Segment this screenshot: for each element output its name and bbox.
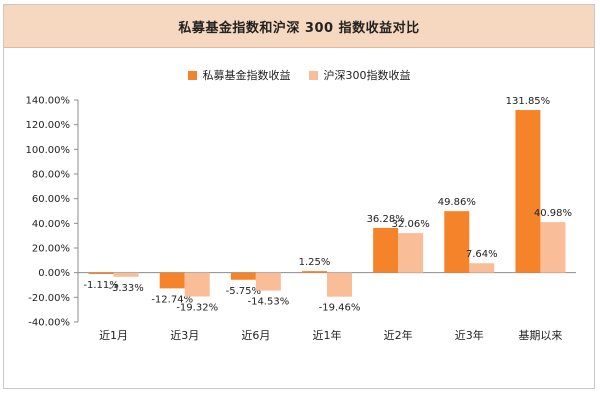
bar-hs300 <box>255 272 281 291</box>
y-tick-label: -40.00% <box>28 318 70 329</box>
bar-private-fund <box>230 272 256 280</box>
data-label: -5.75% <box>226 286 261 297</box>
bar-hs300 <box>184 272 210 297</box>
category-label: 近1年 <box>313 328 342 342</box>
legend-swatch-private-fund <box>187 70 197 80</box>
data-label: 32.06% <box>392 219 430 230</box>
data-label: 36.28% <box>367 214 405 225</box>
y-tick-label: 80.00% <box>32 170 70 181</box>
bar-private-fund <box>302 271 327 273</box>
data-label: -19.46% <box>319 303 361 314</box>
bar-hs300 <box>469 263 495 273</box>
data-label: -3.33% <box>108 283 143 294</box>
chart-title: 私募基金指数和沪深 300 指数收益对比 <box>178 20 420 36</box>
bar-private-fund <box>515 110 541 273</box>
category-label: 近3年 <box>455 328 484 342</box>
category-label: 近2年 <box>384 328 413 342</box>
bar-private-fund <box>88 272 114 275</box>
category-label: 近6月 <box>241 329 270 342</box>
bar-hs300 <box>398 233 424 273</box>
bar-private-fund <box>373 227 399 273</box>
data-label: 49.86% <box>438 197 476 208</box>
data-label: 40.98% <box>534 208 572 219</box>
title-bar: 私募基金指数和沪深 300 指数收益对比 <box>4 5 594 48</box>
category-label: 基期以来 <box>518 329 562 342</box>
y-tick-label: 100.00% <box>26 145 71 156</box>
legend-label-hs300: 沪深300指数收益 <box>323 69 411 82</box>
y-tick-label: 120.00% <box>26 120 71 131</box>
y-tick-label: -20.00% <box>28 293 70 304</box>
y-tick-label: 0.00% <box>38 268 70 279</box>
bar-private-fund <box>159 272 185 289</box>
category-label: 近3月 <box>170 329 199 342</box>
bar-private-fund <box>444 211 470 273</box>
chart-frame: 私募基金指数和沪深 300 指数收益对比 私募基金指数收益 沪深300指数收益 <box>3 4 595 389</box>
legend-item-hs300: 沪深300指数收益 <box>308 67 411 83</box>
y-tick-label: 40.00% <box>32 219 70 230</box>
legend: 私募基金指数收益 沪深300指数收益 <box>4 67 594 83</box>
data-label: -12.74% <box>151 294 193 305</box>
data-label: 7.64% <box>466 249 498 260</box>
legend-item-private-fund: 私募基金指数收益 <box>187 67 291 83</box>
data-label: -1.11% <box>83 280 118 291</box>
legend-label-private-fund: 私募基金指数收益 <box>202 69 291 82</box>
legend-swatch-hs300 <box>308 70 318 80</box>
y-tick-label: 20.00% <box>32 244 70 255</box>
bar-hs300 <box>327 272 352 297</box>
y-tick-label: 60.00% <box>32 194 70 205</box>
bar-hs300 <box>540 222 566 273</box>
data-label: -19.32% <box>176 302 218 313</box>
bar-hs300 <box>113 272 139 277</box>
data-label: 1.25% <box>299 257 331 268</box>
data-label: -14.53% <box>247 297 289 308</box>
y-tick-label: 140.00% <box>26 96 71 107</box>
category-label: 近1月 <box>99 329 128 342</box>
data-label: 131.85% <box>506 96 551 107</box>
